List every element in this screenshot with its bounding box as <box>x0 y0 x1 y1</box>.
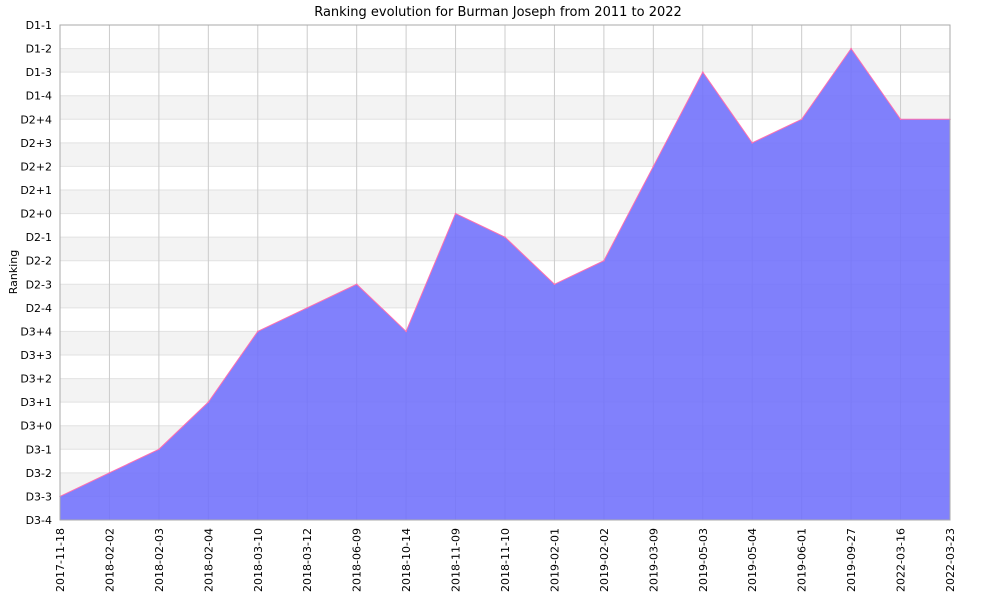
y-tick-label: D3-2 <box>26 467 52 480</box>
y-tick-labels: D1-1 D1-2 D1-3 D1-4 D2+4 D2+3 D2+2 D2+1 D2+0 D2-1… <box>20 19 52 527</box>
y-tick-label: D1-4 <box>26 90 52 103</box>
data-point <box>652 165 655 168</box>
data-point <box>504 236 506 238</box>
data-point <box>899 118 902 121</box>
data-point <box>850 47 852 50</box>
y-tick-label: D2-3 <box>26 278 52 291</box>
x-tick-label: 2017-11-18 <box>54 528 67 592</box>
x-tick-label: 2019-02-02 <box>598 528 611 592</box>
area-series <box>59 47 951 520</box>
x-tick-label: 2018-03-12 <box>301 528 314 592</box>
y-tick-label: D3+0 <box>20 420 52 433</box>
x-tick-label: 2019-02-01 <box>548 528 561 592</box>
x-tick-label: 2018-06-09 <box>351 528 364 592</box>
y-tick-label: D2-1 <box>26 231 52 244</box>
data-point <box>158 448 160 451</box>
y-tick-label: D3+2 <box>20 373 52 386</box>
y-tick-label: D2+1 <box>20 184 52 197</box>
x-tick-label: 2019-06-01 <box>796 528 809 592</box>
y-tick-label: D3-3 <box>26 490 52 503</box>
x-tick-label: 2018-02-04 <box>202 528 215 592</box>
y-tick-label: D2-2 <box>26 255 52 268</box>
y-tick-label: D2+3 <box>20 137 52 150</box>
x-tick-label: 2022-03-23 <box>944 528 957 592</box>
data-point <box>108 472 111 474</box>
area-fill <box>60 48 950 520</box>
y-tick-label: D2+2 <box>20 160 52 173</box>
y-tick-label: D3+1 <box>20 396 52 409</box>
plot-frame <box>59 24 951 521</box>
data-point <box>603 259 605 262</box>
plot-border <box>59 24 951 521</box>
x-tick-label: 2018-11-10 <box>499 528 512 592</box>
x-tick-label: 2018-03-10 <box>252 528 265 592</box>
data-point <box>306 307 309 309</box>
x-tick-label: 2018-10-14 <box>400 528 413 592</box>
data-point <box>553 283 556 286</box>
data-point <box>454 212 457 215</box>
y-tick-label: D3+3 <box>20 349 52 362</box>
y-tick-label: D2+4 <box>20 113 52 126</box>
data-point <box>256 330 259 333</box>
data-point <box>207 401 210 403</box>
x-tick-label: 2019-03-09 <box>647 528 660 592</box>
y-tick-label: D3+4 <box>20 325 52 338</box>
data-point <box>355 283 358 286</box>
y-tick-label: D1-1 <box>26 19 52 32</box>
data-point <box>800 118 803 121</box>
x-tick-label: 2018-02-03 <box>153 528 166 592</box>
data-point <box>405 330 407 333</box>
x-tick-label: 2019-05-04 <box>746 528 759 592</box>
chart-title: Ranking evolution for Burman Joseph from… <box>314 5 682 20</box>
y-tick-label: D3-1 <box>26 443 52 456</box>
y-tick-label: D2-4 <box>26 302 52 315</box>
x-tick-label: 2018-11-09 <box>450 528 463 592</box>
y-axis-title: Ranking <box>7 250 20 295</box>
x-tick-labels: 2017-11-18 2018-02-02 2018-02-03 2018-02-04… <box>54 528 957 592</box>
y-tick-label: D1-2 <box>26 43 52 56</box>
data-point <box>751 142 754 144</box>
x-tick-label: 2018-02-02 <box>103 528 116 592</box>
y-tick-label: D2+0 <box>20 208 52 221</box>
x-tick-label: 2019-09-27 <box>845 528 858 592</box>
y-tick-label: D1-3 <box>26 66 52 79</box>
x-tick-label: 2019-05-03 <box>697 528 710 592</box>
x-tick-label: 2022-03-16 <box>895 528 908 592</box>
data-point <box>701 71 704 73</box>
y-tick-label: D3-4 <box>26 514 52 527</box>
